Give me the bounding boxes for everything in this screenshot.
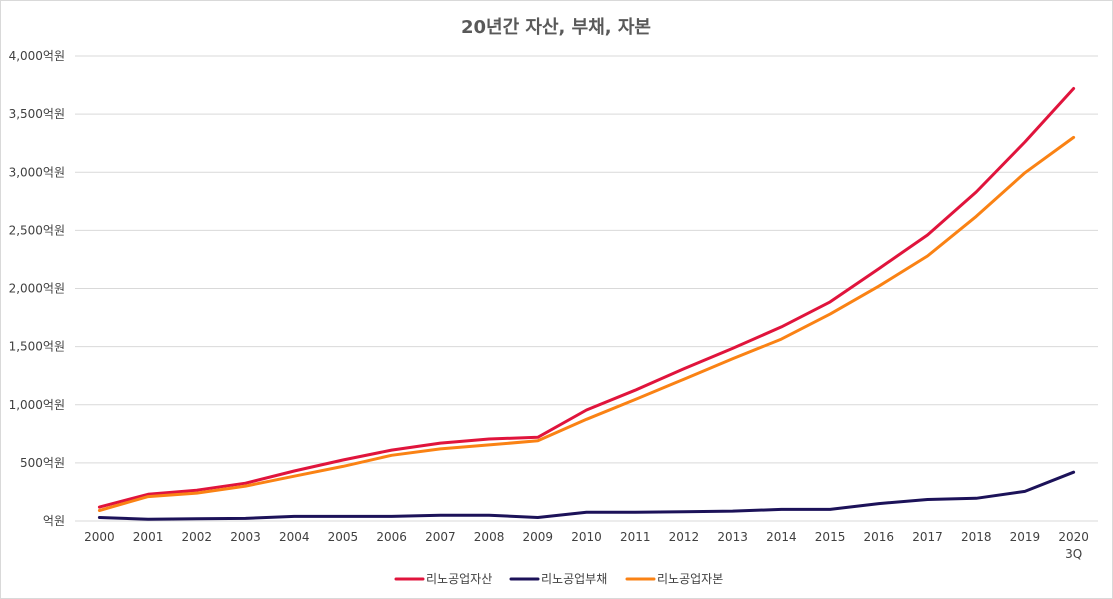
legend-label: 리노공업부채 bbox=[541, 572, 607, 586]
series-line-2 bbox=[99, 472, 1073, 519]
x-tick-label: 2011 bbox=[620, 530, 651, 544]
y-tick-label: 1,500억원 bbox=[9, 340, 65, 354]
x-tick-label: 2012 bbox=[669, 530, 700, 544]
series-lines bbox=[99, 89, 1073, 520]
x-tick-label: 2008 bbox=[474, 530, 505, 544]
y-tick-label: 억원 bbox=[43, 514, 65, 528]
legend: 리노공업자산 리노공업부채 리노공업자본 bbox=[396, 572, 723, 586]
x-tick-label: 2002 bbox=[182, 530, 213, 544]
x-tick-label: 2013 bbox=[717, 530, 748, 544]
legend-label: 리노공업자산 bbox=[426, 572, 492, 586]
gridlines bbox=[75, 56, 1098, 521]
series-line-3 bbox=[99, 137, 1073, 510]
y-tick-label: 1,000억원 bbox=[9, 398, 65, 412]
x-tick-label: 2018 bbox=[961, 530, 992, 544]
y-tick-label: 3,000억원 bbox=[9, 165, 65, 179]
legend-label: 리노공업자본 bbox=[657, 572, 723, 586]
x-tick-label: 2017 bbox=[912, 530, 943, 544]
y-tick-label: 3,500억원 bbox=[9, 107, 65, 121]
y-tick-label: 4,000억원 bbox=[9, 49, 65, 63]
x-tick-label: 2019 bbox=[1010, 530, 1041, 544]
y-tick-label: 2,500억원 bbox=[9, 223, 65, 237]
y-axis-ticks: 억원 500억원 1,000억원 1,500억원 2,000억원 2,500억원 3,000… bbox=[9, 49, 65, 528]
x-tick-label: 2007 bbox=[425, 530, 456, 544]
x-tick-label: 2015 bbox=[815, 530, 846, 544]
x-tick-label: 2003 bbox=[230, 530, 261, 544]
x-tick-label: 2010 bbox=[571, 530, 602, 544]
series-line-1 bbox=[99, 89, 1073, 508]
line-chart: 20년간 자산, 부채, 자본 억원 500억원 1,000억원 1,500억원 2,0… bbox=[0, 0, 1113, 599]
x-tick-label: 2004 bbox=[279, 530, 310, 544]
x-tick-label: 2009 bbox=[523, 530, 554, 544]
y-tick-label: 500억원 bbox=[20, 456, 65, 470]
x-tick-label: 2000 bbox=[84, 530, 115, 544]
x-tick-label: 2006 bbox=[376, 530, 407, 544]
x-axis-ticks: 2000 2001 2002 2003 2004 2005 2006 2007 2008 2009… bbox=[84, 530, 1089, 561]
x-tick-label: 2005 bbox=[328, 530, 359, 544]
x-tick-label: 2020 3Q bbox=[1058, 530, 1089, 561]
x-tick-label: 2016 bbox=[864, 530, 895, 544]
y-tick-label: 2,000억원 bbox=[9, 282, 65, 296]
x-tick-label: 2001 bbox=[133, 530, 164, 544]
x-tick-label: 2014 bbox=[766, 530, 797, 544]
chart-title: 20년간 자산, 부채, 자본 bbox=[461, 17, 651, 38]
